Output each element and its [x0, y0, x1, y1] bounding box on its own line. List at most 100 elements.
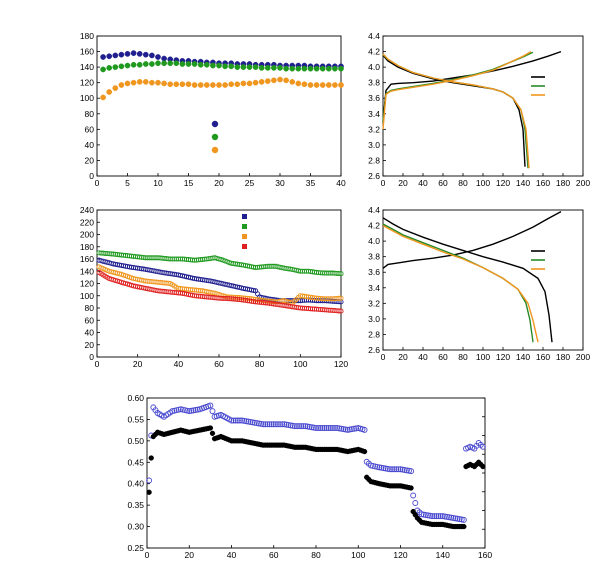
data-point — [456, 516, 463, 523]
data-point — [216, 62, 222, 69]
data-point — [325, 425, 332, 431]
data-point — [239, 417, 246, 424]
data-point — [283, 421, 290, 428]
x-tick-label: 20 — [133, 359, 143, 369]
y-tick-label: 3.6 — [368, 93, 380, 103]
data-point — [252, 79, 259, 86]
data-point — [124, 51, 131, 57]
y-tick-label: 2.8 — [368, 155, 380, 165]
data-point — [281, 421, 288, 428]
data-point — [338, 295, 344, 301]
y-tick-label: 140 — [80, 266, 94, 276]
data-point — [197, 61, 204, 68]
data-point — [146, 477, 153, 484]
data-point — [194, 406, 201, 413]
data-point — [100, 94, 106, 101]
panel-d: 0 20 40 60 80 100 120 140 160 180 200 2.6 2.8 3.0 3.2 3… — [368, 205, 590, 362]
data-point — [323, 425, 330, 431]
x-tick-label: 25 — [245, 178, 255, 188]
x-tick-label: 40 — [174, 359, 184, 369]
data-point — [106, 65, 113, 71]
y-tick-label: 80 — [85, 303, 95, 313]
x-tick-label: 40 — [227, 550, 237, 560]
x-tick-label: 80 — [255, 359, 265, 369]
data-point — [186, 408, 193, 415]
data-point — [234, 81, 241, 88]
data-point — [353, 425, 360, 432]
y-tick-label: 0.25 — [127, 543, 144, 553]
data-point — [148, 455, 154, 461]
y-tick-label: 160 — [80, 47, 94, 57]
data-point — [264, 78, 271, 84]
data-point — [106, 53, 113, 60]
y-tick-label: 3.2 — [368, 124, 380, 134]
data-point — [406, 467, 412, 474]
data-point — [136, 51, 143, 57]
data-point — [112, 85, 119, 91]
data-point — [190, 407, 197, 414]
y-tick-label: 40 — [85, 140, 95, 150]
y-tick-label: 3.4 — [368, 109, 380, 119]
data-point — [319, 425, 326, 431]
x-tick-label: 60 — [269, 550, 279, 560]
data-point — [179, 81, 186, 88]
data-point — [136, 61, 143, 68]
data-point — [210, 62, 216, 69]
y-tick-label: 160 — [80, 254, 94, 264]
data-point — [295, 80, 302, 87]
data-point — [249, 419, 256, 426]
data-point — [439, 513, 446, 520]
x-tick-label: 100 — [351, 550, 365, 560]
data-point — [118, 51, 125, 58]
data-point — [291, 423, 298, 430]
data-point — [393, 466, 400, 473]
panel-b: 0 20 40 60 80 100 120 140 160 180 200 2.6 2.8 3.0 3.2 3… — [368, 31, 590, 188]
data-point — [271, 65, 277, 71]
data-point — [258, 79, 265, 85]
data-point — [142, 79, 149, 85]
x-tick-label: 120 — [393, 550, 407, 560]
data-point — [209, 430, 216, 437]
data-point — [301, 65, 308, 72]
x-tick-label: 120 — [496, 352, 510, 362]
y-tick-label: 3.4 — [368, 283, 380, 293]
x-tick-label: 120 — [496, 178, 510, 188]
data-point — [251, 419, 258, 426]
data-point — [258, 65, 265, 71]
data-point — [346, 426, 353, 433]
data-point — [386, 466, 393, 473]
data-point — [283, 77, 289, 84]
data-point — [319, 65, 326, 72]
discharge-curve — [382, 217, 553, 343]
y-tick-label: 0 — [89, 171, 94, 181]
panel-c: 0 20 40 60 80 100 1200204060801001201401601802… — [80, 205, 349, 369]
data-point — [437, 513, 444, 520]
data-point — [275, 421, 281, 428]
y-tick-label: 3.8 — [368, 78, 380, 88]
x-tick-label: 0 — [381, 352, 386, 362]
data-point — [287, 422, 294, 429]
data-point — [258, 420, 265, 427]
data-point — [338, 271, 344, 277]
y-tick-label: 180 — [80, 31, 94, 41]
y-tick-label: 100 — [80, 93, 94, 103]
data-point — [334, 425, 341, 431]
data-point — [302, 423, 309, 430]
x-tick-label: 180 — [556, 352, 570, 362]
data-point — [336, 270, 342, 277]
data-point — [130, 79, 137, 86]
x-tick-label: 160 — [536, 178, 550, 188]
x-tick-label: 180 — [556, 178, 570, 188]
x-tick-label: 200 — [576, 178, 590, 188]
x-tick-label: 0 — [95, 359, 100, 369]
y-tick-label: 180 — [80, 242, 94, 252]
charge-curve — [382, 50, 532, 130]
data-point — [155, 54, 161, 60]
x-tick-label: 60 — [438, 352, 448, 362]
y-tick-label: 120 — [80, 78, 94, 88]
data-point — [450, 515, 457, 521]
data-point — [391, 466, 398, 473]
series-a-0 — [100, 50, 344, 70]
y-tick-label: 0.30 — [127, 522, 144, 532]
